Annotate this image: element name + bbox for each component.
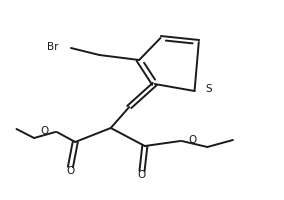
Text: O: O (41, 126, 49, 136)
Text: Br: Br (47, 42, 58, 52)
Text: S: S (205, 84, 212, 94)
Text: O: O (66, 166, 75, 176)
Text: O: O (188, 135, 197, 145)
Text: O: O (138, 170, 146, 180)
